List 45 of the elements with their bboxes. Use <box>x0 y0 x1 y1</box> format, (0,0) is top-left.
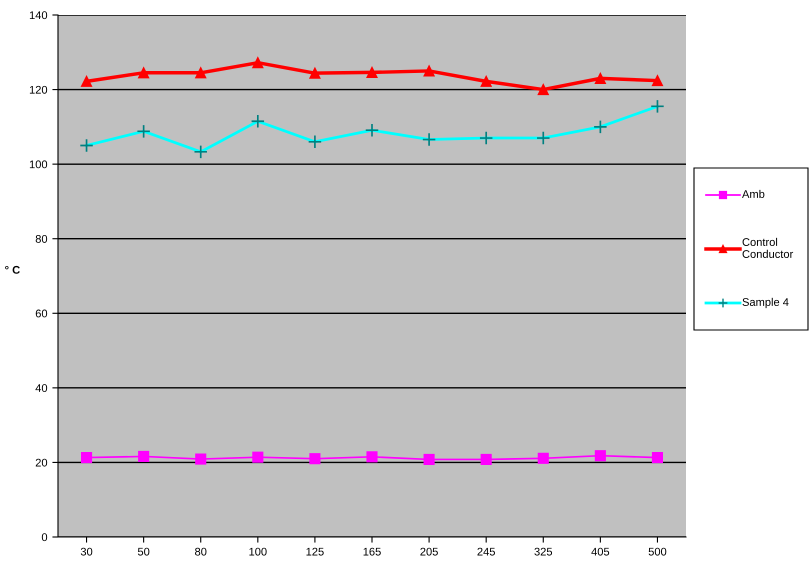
x-tick-label: 245 <box>477 548 495 556</box>
x-tick-label: 100 <box>249 548 267 556</box>
point <box>138 67 150 78</box>
y-tick-label: 0 <box>42 533 48 542</box>
y-tick-label: 140 <box>30 11 48 20</box>
x-tick-label: 325 <box>534 548 552 556</box>
y-tick-label: 120 <box>30 86 48 94</box>
point <box>138 450 150 462</box>
point <box>652 452 664 464</box>
point <box>594 72 606 84</box>
legend-label: Amb <box>742 190 764 198</box>
point <box>309 453 320 464</box>
y-tick-label: 100 <box>30 160 48 168</box>
point <box>480 76 492 87</box>
x-tick-label: 205 <box>420 548 438 556</box>
x-tick-label: 30 <box>80 548 92 556</box>
point <box>424 454 435 465</box>
point <box>80 452 92 464</box>
y-tick-label: 60 <box>36 310 48 318</box>
x-tick-label: 80 <box>195 548 206 556</box>
point <box>366 451 378 462</box>
point <box>309 68 320 79</box>
point <box>538 84 549 96</box>
y-axis-title: ° C <box>5 266 20 274</box>
x-tick-label: 125 <box>306 548 324 556</box>
y-tick-label: 80 <box>36 234 48 243</box>
legend-label: Sample 4 <box>742 298 789 308</box>
x-tick-label: 50 <box>138 548 150 556</box>
y-tick-label: 40 <box>35 384 48 392</box>
point <box>594 450 606 462</box>
point <box>195 454 206 465</box>
point <box>424 65 435 76</box>
point <box>366 66 378 78</box>
x-tick-label: 405 <box>591 548 610 556</box>
y-tick-label: 20 <box>36 458 48 467</box>
x-tick-label: 500 <box>648 548 666 556</box>
legend-label: Control Conductor <box>742 238 794 258</box>
point <box>480 454 492 465</box>
x-tick-label: 165 <box>364 548 381 556</box>
point <box>80 76 92 87</box>
point <box>252 452 264 463</box>
point <box>538 452 549 464</box>
point <box>652 75 664 86</box>
point <box>252 57 264 68</box>
point <box>195 67 206 78</box>
